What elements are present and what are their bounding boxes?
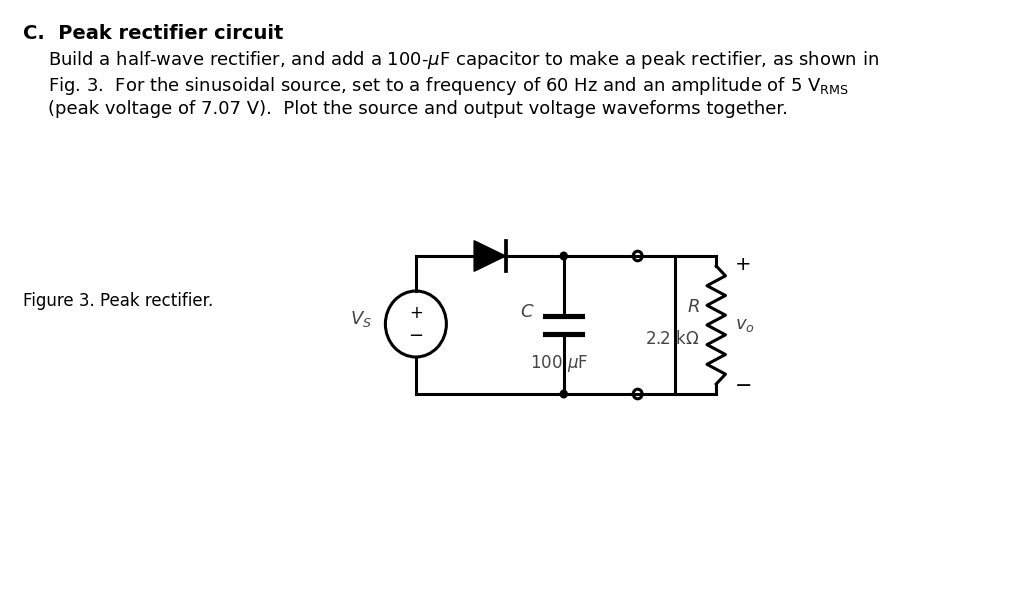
Text: $V_S$: $V_S$: [349, 309, 372, 329]
Text: Fig. 3.  For the sinusoidal source, set to a frequency of 60 Hz and an amplitude: Fig. 3. For the sinusoidal source, set t…: [48, 75, 849, 97]
Text: (peak voltage of 7.07 V).  Plot the source and output voltage waveforms together: (peak voltage of 7.07 V). Plot the sourc…: [48, 100, 788, 118]
Text: −: −: [409, 327, 424, 345]
Text: Figure 3. Peak rectifier.: Figure 3. Peak rectifier.: [24, 292, 213, 310]
Circle shape: [560, 390, 567, 398]
Text: C.  Peak rectifier circuit: C. Peak rectifier circuit: [24, 24, 284, 43]
Text: +: +: [734, 254, 752, 274]
Text: −: −: [734, 376, 753, 396]
Text: 2.2 k$\Omega$: 2.2 k$\Omega$: [645, 330, 699, 348]
Circle shape: [560, 252, 567, 260]
Text: +: +: [409, 304, 423, 322]
Polygon shape: [474, 241, 506, 271]
Text: $v_o$: $v_o$: [734, 316, 755, 334]
Text: $C$: $C$: [519, 303, 535, 321]
Text: Build a half-wave rectifier, and add a 100-$\mu$F capacitor to make a peak recti: Build a half-wave rectifier, and add a 1…: [48, 49, 879, 71]
Text: 100 $\mu$F: 100 $\mu$F: [530, 353, 588, 374]
Text: $R$: $R$: [687, 298, 699, 316]
